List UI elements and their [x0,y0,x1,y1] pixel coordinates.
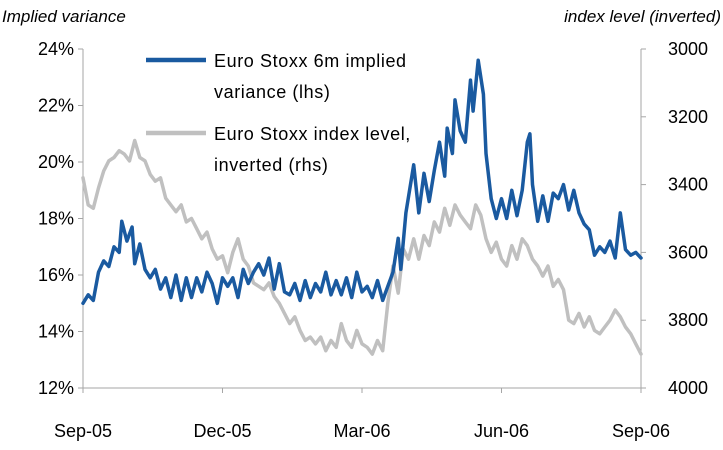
right-tick-label: 3600 [668,242,708,262]
x-tick-label: Jun-06 [474,421,529,441]
left-tick-label: 14% [38,322,74,342]
left-tick-label: 18% [38,209,74,229]
left-tick-label: 20% [38,152,74,172]
right-tick-label: 3800 [668,310,708,330]
right-tick-label: 3000 [668,39,708,59]
left-tick-label: 16% [38,265,74,285]
right-axis-title: index level (inverted) [564,7,721,26]
left-axis-title: Implied variance [2,7,126,26]
right-tick-label: 3200 [668,107,708,127]
legend-label-index-level-line2: inverted (rhs) [214,155,328,175]
legend-label-implied-variance-line1: Euro Stoxx 6m implied [214,51,407,71]
right-tick-label: 4000 [668,378,708,398]
series-lines [81,58,643,356]
axes: 24% 22% 20% 18% 16% 14% 12% 3000 3200 3400 3600 380… [38,39,708,441]
x-tick-label: Dec-05 [193,421,251,441]
left-tick-label: 12% [38,378,74,398]
x-tick-label: Sep-05 [54,421,112,441]
legend-label-index-level-line1: Euro Stoxx index level, [214,124,411,144]
x-tick-label: Sep-06 [612,421,670,441]
right-tick-label: 3400 [668,175,708,195]
x-tick-label: Mar-06 [333,421,390,441]
legend: Euro Stoxx 6m implied variance (lhs) Eur… [146,51,411,175]
series-line-implied-variance [81,58,643,306]
left-tick-label: 24% [38,39,74,59]
series-line-index-level [81,138,643,356]
legend-label-implied-variance-line2: variance (lhs) [214,82,330,102]
left-tick-label: 22% [38,96,74,116]
